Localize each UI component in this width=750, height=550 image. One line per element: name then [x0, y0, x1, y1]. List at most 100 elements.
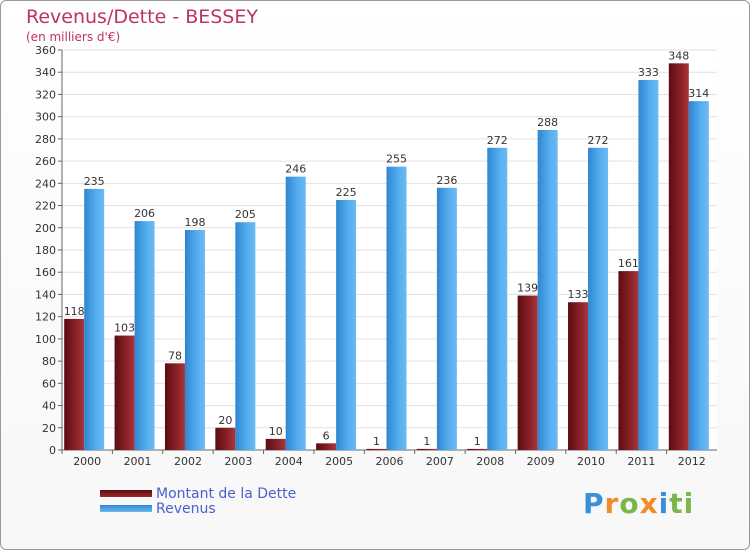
bar-debt	[517, 295, 538, 450]
logo-letter-ti: ti	[669, 487, 695, 520]
data-label-debt: 1	[474, 435, 481, 448]
chart-title: Revenus/Dette - BESSEY	[26, 6, 258, 28]
y-tick-label: 60	[42, 377, 56, 390]
bar-debt	[316, 443, 337, 450]
y-tick-label: 160	[35, 266, 56, 279]
x-tick-label: 2008	[476, 455, 504, 468]
y-tick-label: 80	[42, 355, 56, 368]
bar-debt	[215, 427, 236, 450]
data-label-debt: 6	[323, 429, 330, 442]
data-label-debt: 348	[668, 49, 689, 62]
data-label-revenue: 206	[134, 207, 155, 220]
bar-revenue	[688, 101, 709, 450]
chart-subtitle: (en milliers d'€)	[26, 30, 121, 44]
bar-revenue	[537, 130, 558, 450]
logo-letter-o: o	[619, 487, 640, 520]
data-label-debt: 118	[64, 305, 85, 318]
y-tick-label: 200	[35, 222, 56, 235]
y-tick-label: 360	[35, 44, 56, 57]
x-tick-label: 2005	[325, 455, 353, 468]
bar-revenue	[638, 80, 659, 450]
data-label-debt: 1	[373, 435, 380, 448]
logo-letter-i: i	[658, 487, 670, 520]
data-label-debt: 139	[517, 282, 538, 295]
data-label-revenue: 235	[84, 175, 105, 188]
bar-debt	[568, 302, 589, 450]
x-tick-label: 2000	[73, 455, 101, 468]
data-label-revenue: 198	[184, 216, 205, 229]
data-label-revenue: 236	[436, 174, 457, 187]
y-tick-label: 220	[35, 200, 56, 213]
bar-debt	[618, 271, 639, 450]
data-label-revenue: 225	[336, 186, 357, 199]
x-tick-label: 2009	[527, 455, 555, 468]
bar-debt	[366, 448, 387, 450]
legend-swatch-debt	[100, 490, 152, 497]
x-tick-label: 2006	[376, 455, 404, 468]
logo-letter-p: P	[583, 487, 605, 520]
y-tick-label: 100	[35, 333, 56, 346]
y-tick-label: 340	[35, 66, 56, 79]
y-tick-label: 120	[35, 311, 56, 324]
y-tick-label: 260	[35, 155, 56, 168]
proxiti-logo: Proxiti	[583, 487, 694, 520]
data-label-revenue: 272	[588, 134, 609, 147]
bar-debt	[467, 448, 488, 450]
x-tick-label: 2011	[627, 455, 655, 468]
data-label-debt: 1	[423, 435, 430, 448]
x-tick-label: 2010	[577, 455, 605, 468]
data-label-debt: 10	[269, 425, 283, 438]
y-tick-label: 40	[42, 400, 56, 413]
legend-label-debt: Montant de la Dette	[156, 485, 297, 502]
y-tick-label: 20	[42, 422, 56, 435]
x-tick-label: 2001	[124, 455, 152, 468]
bar-revenue	[134, 221, 155, 450]
y-tick-label: 300	[35, 111, 56, 124]
x-tick-label: 2007	[426, 455, 454, 468]
y-tick-label: 0	[49, 444, 56, 457]
legend-item-debt: Montant de la Dette	[100, 485, 297, 502]
y-tick-label: 180	[35, 244, 56, 257]
logo-letter-x: x	[639, 487, 659, 520]
bar-debt	[668, 63, 689, 450]
data-label-debt: 78	[168, 349, 182, 362]
logo-letter-r: r	[604, 487, 620, 520]
bar-debt	[265, 438, 286, 450]
chart-legend: Montant de la Dette Revenus	[100, 485, 297, 517]
data-label-revenue: 205	[235, 208, 256, 221]
bar-revenue	[184, 230, 205, 450]
legend-item-revenue: Revenus	[100, 500, 296, 517]
bar-revenue	[487, 147, 508, 450]
y-tick-label: 320	[35, 88, 56, 101]
legend-label-revenue: Revenus	[156, 500, 216, 517]
y-tick-label: 280	[35, 133, 56, 146]
bar-debt	[64, 318, 85, 450]
y-tick-label: 140	[35, 288, 56, 301]
x-tick-label: 2004	[275, 455, 303, 468]
bar-revenue	[84, 188, 105, 450]
data-label-revenue: 255	[386, 153, 407, 166]
data-label-revenue: 272	[487, 134, 508, 147]
x-tick-label: 2002	[174, 455, 202, 468]
data-label-revenue: 246	[285, 163, 306, 176]
bar-revenue	[436, 187, 457, 450]
data-label-revenue: 288	[537, 116, 558, 129]
bar-revenue	[386, 166, 407, 450]
data-label-revenue: 333	[638, 66, 659, 79]
data-label-debt: 161	[618, 257, 639, 270]
x-tick-label: 2003	[224, 455, 252, 468]
bar-revenue	[336, 200, 357, 450]
data-label-debt: 20	[218, 414, 232, 427]
bar-revenue	[285, 176, 306, 450]
x-tick-label: 2012	[678, 455, 706, 468]
bar-revenue	[235, 222, 256, 450]
bar-debt	[114, 335, 135, 450]
legend-swatch-revenue	[100, 505, 152, 512]
bar-debt	[416, 448, 437, 450]
bar-debt	[164, 363, 185, 450]
data-label-debt: 103	[114, 322, 135, 335]
bar-revenue	[588, 147, 609, 450]
data-label-debt: 133	[568, 288, 589, 301]
data-label-revenue: 314	[688, 87, 709, 100]
